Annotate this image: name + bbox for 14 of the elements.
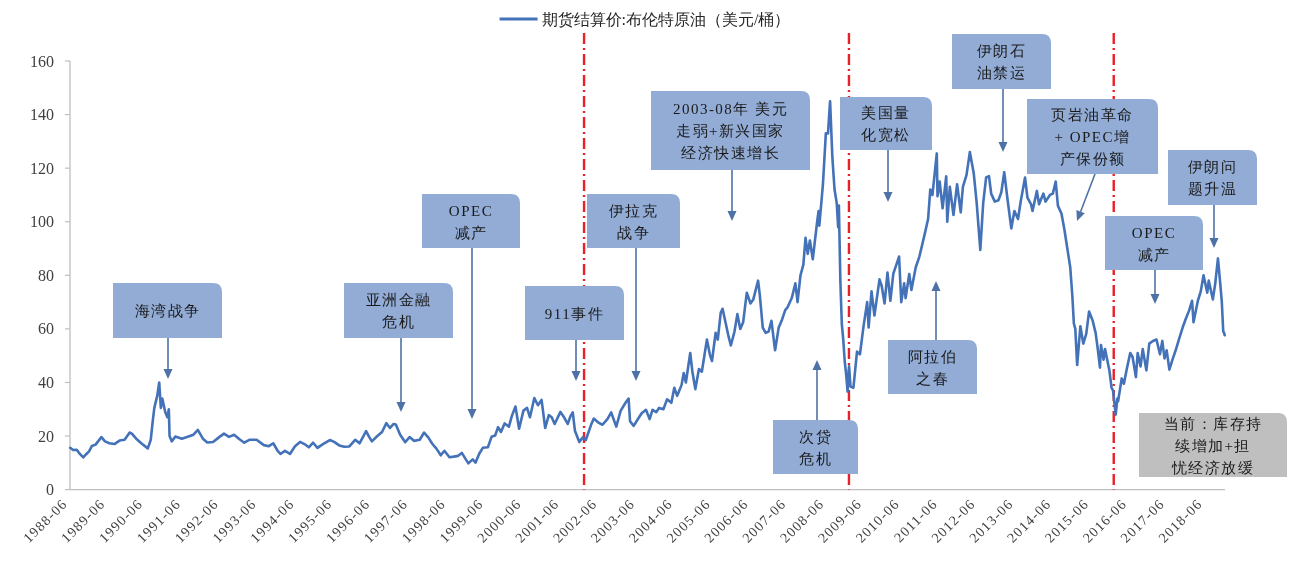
annotation: 页岩油革命+ OPEC增产保份额 <box>1051 107 1134 167</box>
annotation: 阿拉伯之春 <box>907 348 958 387</box>
annotation: 2003-08年 美元走弱+新兴国家经济快速增长 <box>672 101 789 161</box>
annotation: 伊朗问题升温 <box>1187 159 1238 197</box>
annotation: 伊朗石油禁运 <box>976 43 1027 81</box>
annotation: OPEC减产 <box>1131 224 1177 263</box>
annotation: 911事件 <box>544 305 605 322</box>
annotation: 次贷危机 <box>799 428 832 467</box>
annotation: 当前：库存持续增加+担忧经济放缓 <box>1163 415 1263 476</box>
annotation: 亚洲金融危机 <box>365 292 432 330</box>
annotation: 伊拉克战争 <box>608 202 659 241</box>
annotation: 海湾战争 <box>134 303 201 319</box>
annotation: OPEC减产 <box>448 202 494 241</box>
annotation: 美国量化宽松 <box>861 105 911 143</box>
